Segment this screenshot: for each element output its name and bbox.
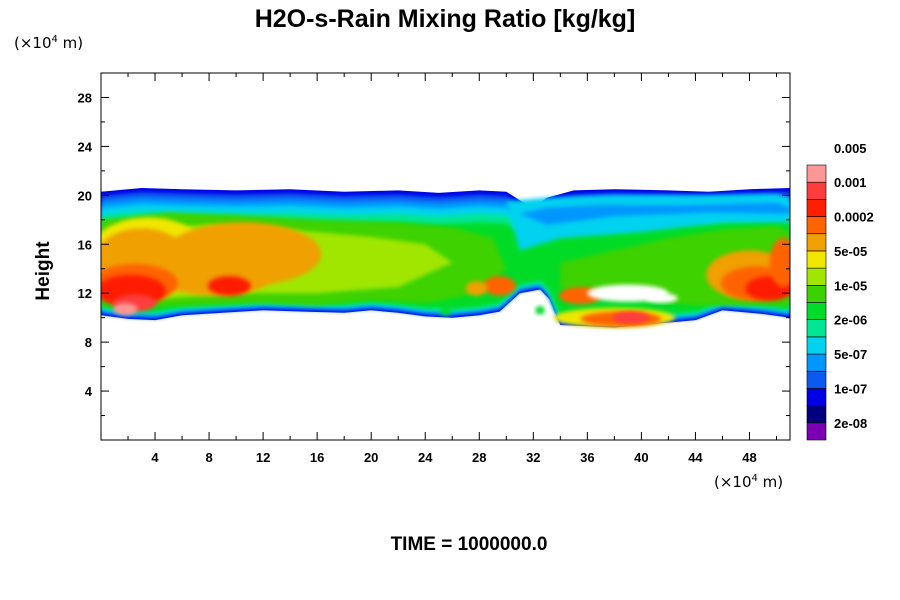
x-tick-label: 48 <box>742 450 756 465</box>
y-axis-ticks: 4 8 12 16 20 24 28 <box>78 72 790 417</box>
y-tick-label: 20 <box>78 188 92 203</box>
colorbar-swatch <box>806 422 827 441</box>
x-tick-label: 12 <box>256 450 270 465</box>
colorbar-swatch <box>806 370 827 389</box>
colorbar-label: 1e-07 <box>834 381 867 396</box>
colorbar-swatch <box>806 267 827 286</box>
y-axis-title: Height <box>33 241 54 301</box>
y-tick-label: 4 <box>85 384 93 399</box>
colorbar-swatch <box>806 353 827 372</box>
colorbar-label: 1e-05 <box>834 278 867 293</box>
field-region <box>645 293 678 303</box>
x-tick-label: 8 <box>205 450 212 465</box>
field-region <box>440 307 451 316</box>
y-unit-exp: 4 <box>52 34 58 45</box>
y-tick-label: 28 <box>78 90 92 105</box>
colorbar-swatch <box>806 405 827 424</box>
field-region <box>535 306 545 315</box>
colorbar-label: 5e-07 <box>834 347 867 362</box>
field-region <box>465 280 488 296</box>
chart-title: H2O-s-Rain Mixing Ratio [kg/kg] <box>255 5 636 33</box>
plot-frame <box>100 72 791 441</box>
colorbar-swatch <box>806 199 827 217</box>
colorbar-label: 0.005 <box>834 141 867 156</box>
colorbar-swatch <box>806 285 827 303</box>
colorbar-swatch <box>806 319 827 338</box>
colorbar-swatch <box>806 216 827 235</box>
x-tick-label: 32 <box>526 450 540 465</box>
x-unit-suffix: m) <box>758 473 783 491</box>
colorbar-swatch <box>806 250 827 269</box>
field-region <box>611 311 650 324</box>
x-tick-label: 4 <box>151 450 159 465</box>
y-tick-label: 12 <box>78 286 92 301</box>
x-tick-label: 36 <box>580 450 594 465</box>
y-tick-label: 8 <box>85 335 92 350</box>
colorbar-swatch <box>806 233 827 252</box>
colorbar-swatch <box>806 164 827 183</box>
colorbar: 2e-08 1e-07 5e-07 2e-06 1e-05 5e-05 0.0002 0.00… <box>806 141 874 441</box>
y-unit-suffix: m) <box>58 34 83 52</box>
field-region <box>519 202 790 225</box>
colorbar-swatch <box>806 336 827 355</box>
x-tick-label: 28 <box>472 450 486 465</box>
y-tick-label: 24 <box>78 139 93 154</box>
x-axis-ticks: 4 8 12 16 20 24 28 32 36 40 44 48 <box>127 73 777 465</box>
x-unit-label: (×104 m) <box>714 473 783 491</box>
colorbar-swatch <box>806 181 827 200</box>
colorbar-label: 0.0002 <box>834 210 874 225</box>
y-tick-label: 16 <box>78 237 92 252</box>
colorbar-label: 2e-06 <box>834 313 867 328</box>
colorbar-label: 5e-05 <box>834 244 867 259</box>
heatmap-field <box>101 188 790 328</box>
colorbar-label: 2e-08 <box>834 416 867 431</box>
x-unit-exp: 4 <box>752 473 758 484</box>
x-tick-label: 40 <box>634 450 648 465</box>
x-unit-prefix: (×10 <box>714 473 752 491</box>
time-label: TIME = 1000000.0 <box>391 534 548 555</box>
x-tick-label: 44 <box>688 450 703 465</box>
y-unit-label: (×104 m) <box>14 34 83 52</box>
colorbar-label: 0.001 <box>834 175 867 190</box>
y-unit-prefix: (×10 <box>14 34 52 52</box>
field-region <box>769 238 790 288</box>
x-tick-label: 20 <box>364 450 378 465</box>
colorbar-swatch <box>806 302 827 320</box>
x-tick-label: 16 <box>310 450 324 465</box>
field-region <box>483 276 516 296</box>
colorbar-swatch <box>806 388 827 406</box>
field-region <box>113 302 138 316</box>
x-tick-label: 24 <box>418 450 433 465</box>
field-region <box>207 276 251 296</box>
